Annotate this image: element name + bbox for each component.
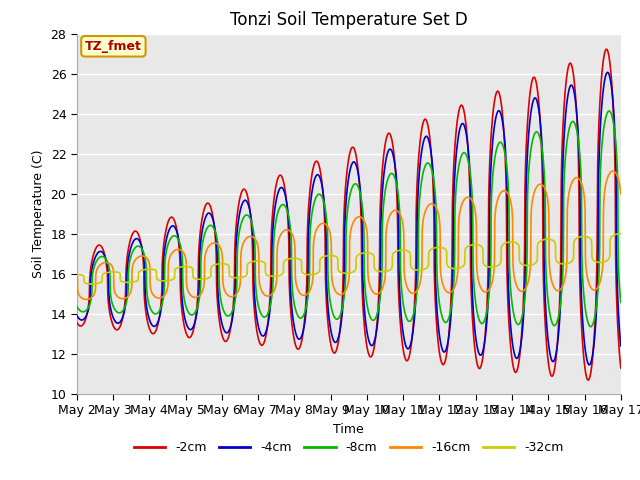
Title: Tonzi Soil Temperature Set D: Tonzi Soil Temperature Set D <box>230 11 468 29</box>
Text: TZ_fmet: TZ_fmet <box>85 40 142 53</box>
X-axis label: Time: Time <box>333 422 364 435</box>
Y-axis label: Soil Temperature (C): Soil Temperature (C) <box>32 149 45 278</box>
Legend: -2cm, -4cm, -8cm, -16cm, -32cm: -2cm, -4cm, -8cm, -16cm, -32cm <box>129 436 568 459</box>
